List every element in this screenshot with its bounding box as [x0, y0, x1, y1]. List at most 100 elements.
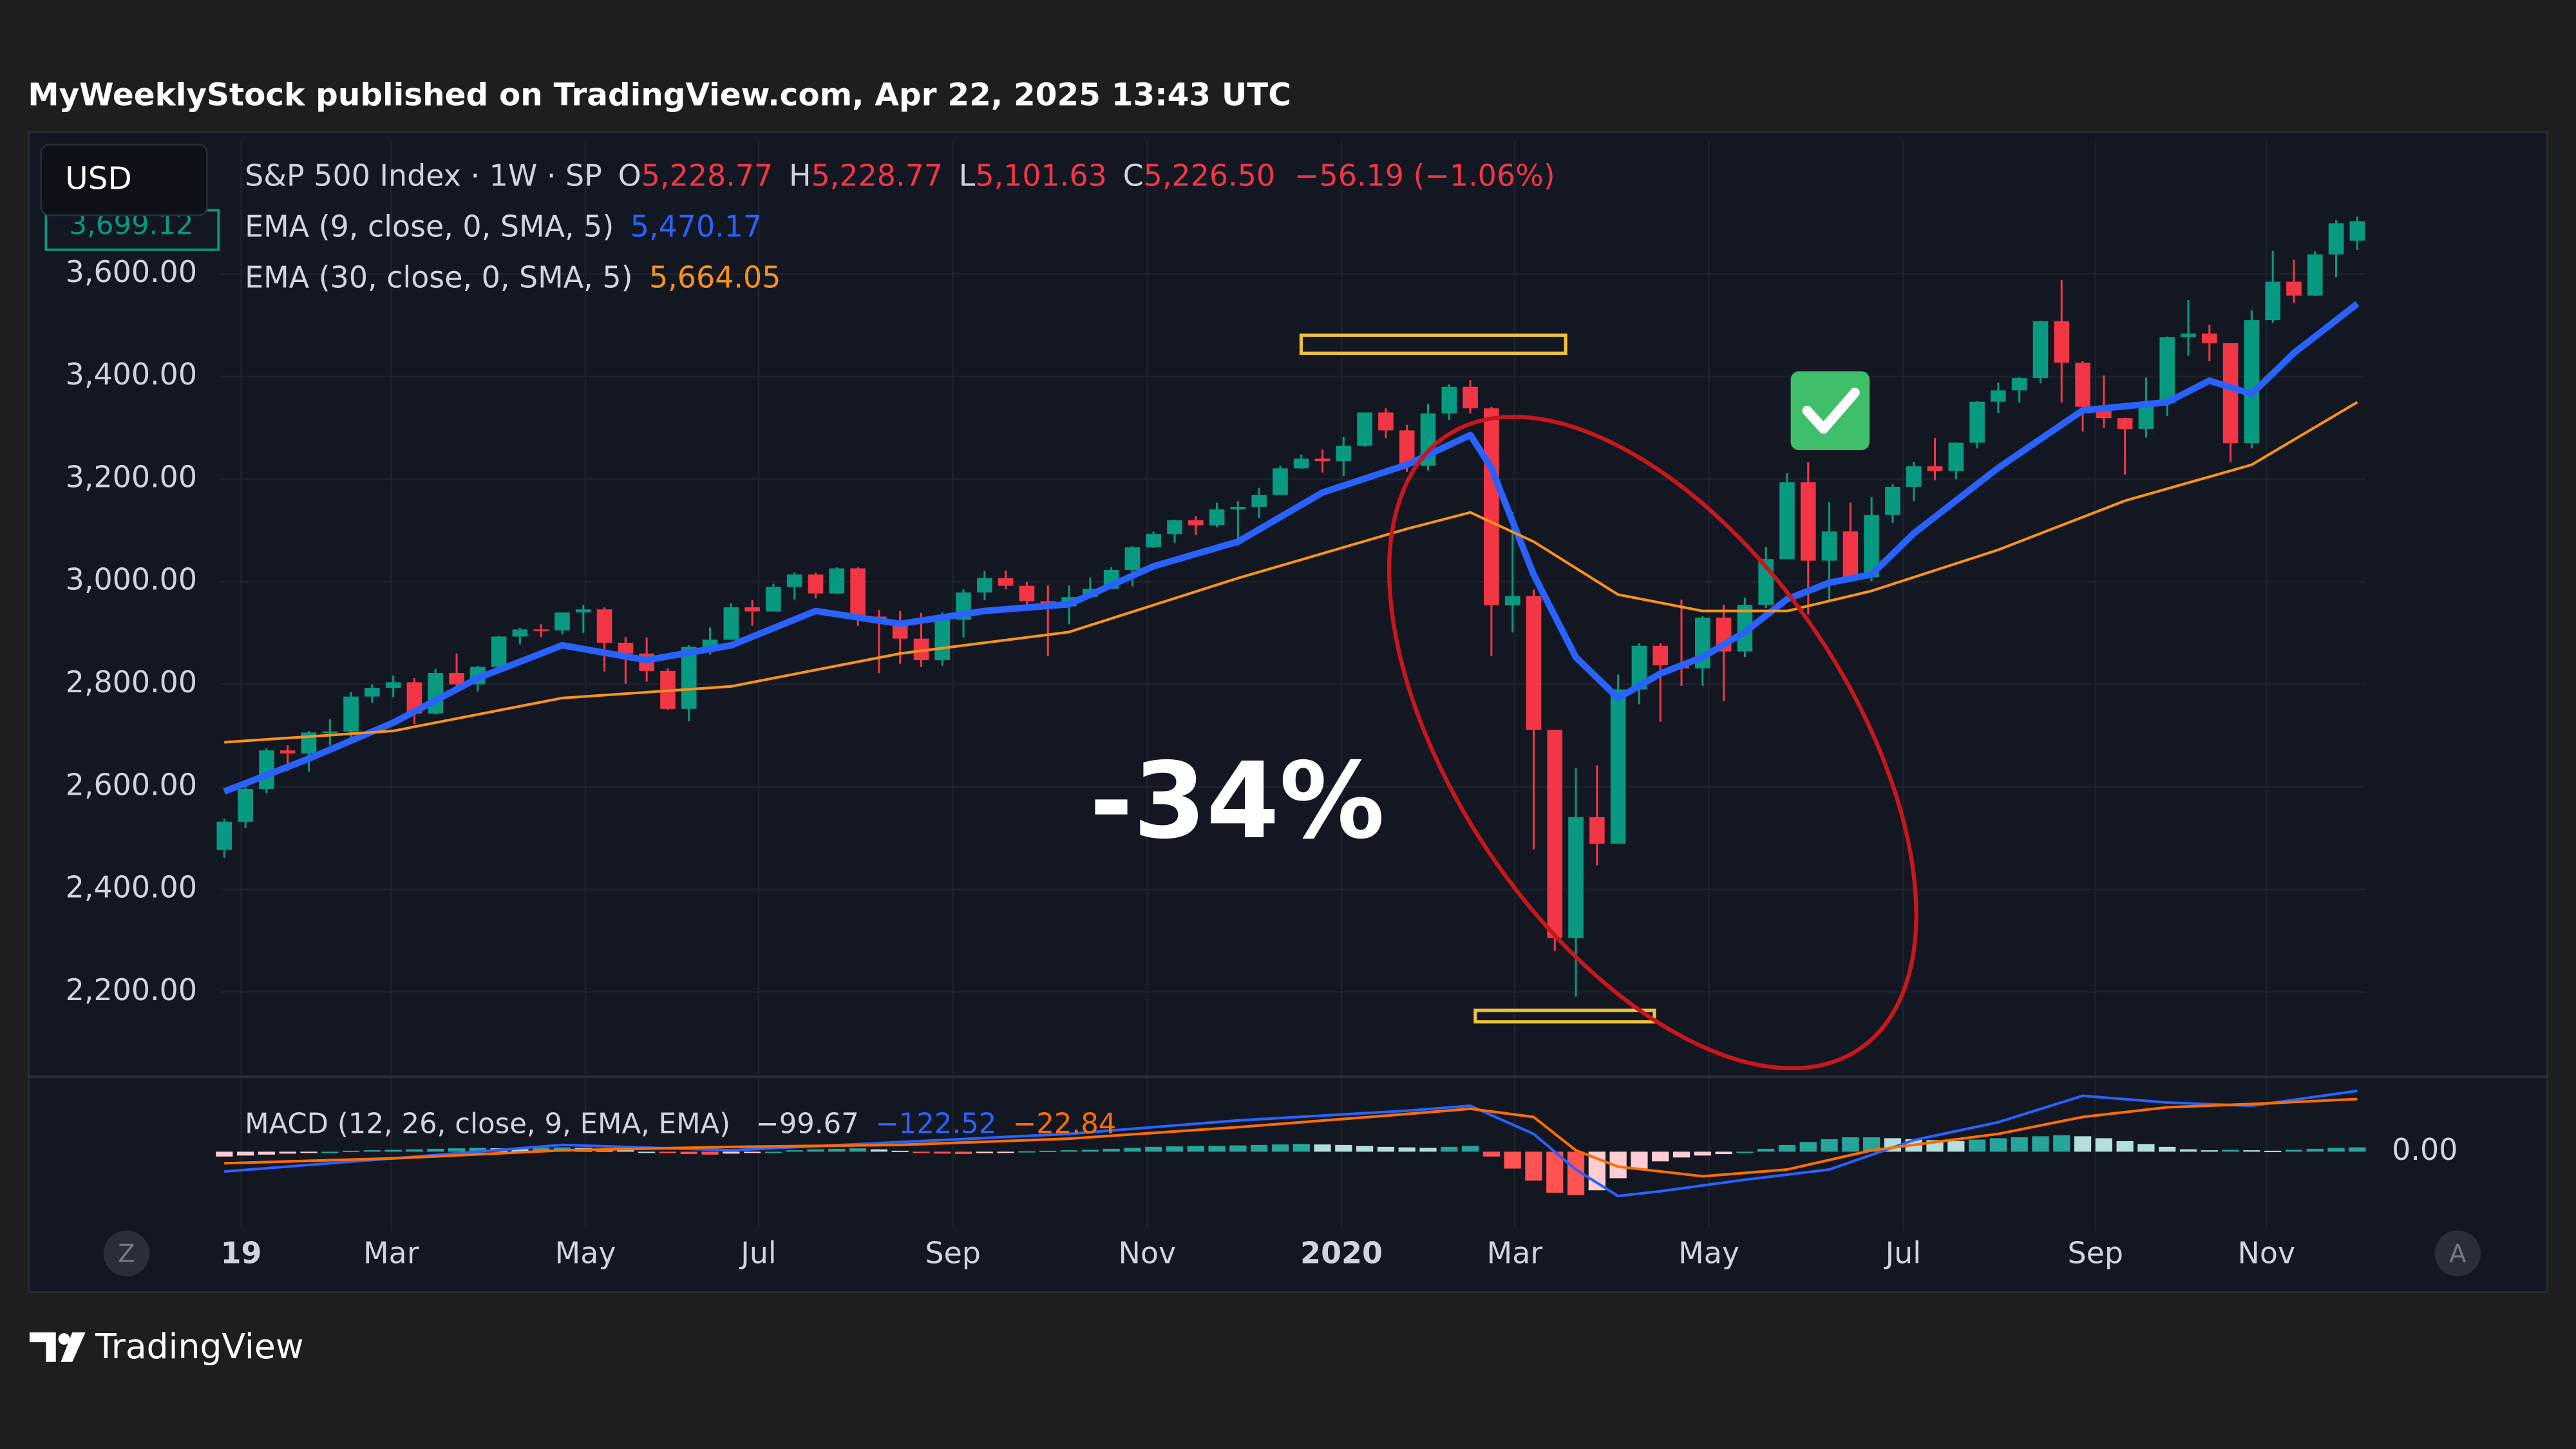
macd-histogram-bar	[2327, 1148, 2345, 1152]
currency-button-box[interactable]	[40, 144, 208, 216]
candle-body	[744, 607, 760, 612]
zoom-button[interactable]	[103, 1230, 150, 1277]
macd-histogram-bar	[1757, 1148, 1775, 1152]
macd-histogram-bar	[891, 1150, 909, 1152]
macd-histogram-bar	[511, 1148, 529, 1152]
candle-body	[1484, 408, 1499, 605]
macd-histogram-bar	[638, 1151, 656, 1153]
logo-part	[29, 1332, 56, 1362]
y-tick-label: 3,000.00	[66, 562, 197, 597]
macd-y-tick-label: 0.00	[2392, 1132, 2458, 1167]
candle-body	[554, 612, 570, 630]
symbol-title: S&P 500 Index · 1W · SP	[245, 158, 602, 193]
candle-body	[1842, 531, 1859, 578]
change-value: −56.19 (−1.06%)	[1294, 158, 1555, 193]
auto-scale-button[interactable]	[2434, 1230, 2481, 1277]
macd-histogram-bar	[1947, 1141, 1965, 1152]
macd-histogram-bar	[2201, 1150, 2218, 1152]
macd-legend: MACD (12, 26, close, 9, EMA, EMA) −99.67…	[245, 1108, 1116, 1140]
candle-body	[1378, 412, 1394, 431]
y-tick-label: 3,200.00	[66, 460, 197, 495]
candle-body	[1230, 507, 1246, 509]
macd-histogram-bar	[2074, 1136, 2092, 1152]
macd-histogram-bar	[1842, 1137, 1859, 1152]
candle-body	[1864, 515, 1879, 578]
candle-body	[2032, 321, 2049, 379]
indicator-name: EMA (9, close, 0, SMA, 5)	[245, 209, 614, 243]
currency-label[interactable]: USD	[65, 161, 132, 197]
macd-histogram-bar	[1821, 1139, 1838, 1152]
candle-body	[449, 673, 464, 685]
candle-body	[596, 609, 612, 643]
macd-pane	[216, 1089, 2366, 1198]
indicator-line	[224, 1097, 2358, 1178]
currency-button[interactable]: USD	[40, 144, 208, 216]
auto-scale-label[interactable]: A	[2449, 1239, 2466, 1268]
candle-body	[343, 696, 359, 732]
macd-histogram-bar	[1461, 1146, 1479, 1152]
open-value: 5,228.77	[641, 158, 773, 193]
macd-histogram-bar	[2222, 1150, 2239, 1152]
candle-body	[1779, 482, 1795, 560]
candle-body	[892, 623, 908, 639]
candle-body	[575, 609, 591, 613]
macd-histogram-bar	[1989, 1138, 2007, 1152]
macd-histogram-bar	[216, 1151, 233, 1157]
x-tick-label: 19	[221, 1235, 262, 1270]
candle-body	[1927, 466, 1943, 471]
candle-body	[1969, 401, 1985, 443]
logo-part	[58, 1333, 70, 1345]
macd-histogram-bar	[279, 1151, 296, 1154]
indicator-name: EMA (30, close, 0, SMA, 5)	[245, 260, 632, 294]
macd-reading: −122.52	[875, 1108, 996, 1140]
auto-button-right[interactable]: A	[2434, 1230, 2481, 1277]
indicator-line	[224, 401, 2358, 744]
macd-name: MACD (12, 26, close, 9, EMA, EMA)	[245, 1108, 730, 1140]
candle-body	[723, 607, 739, 640]
candle-body	[1188, 520, 1204, 526]
x-tick-label: May	[1678, 1235, 1739, 1270]
x-tick-label: Mar	[363, 1235, 419, 1270]
zoom-button-label[interactable]: Z	[118, 1239, 135, 1268]
macd-histogram-bar	[1863, 1137, 1880, 1152]
candle-body	[2054, 321, 2070, 363]
candle-body	[2011, 378, 2027, 391]
x-tick-label: Mar	[1487, 1235, 1543, 1270]
macd-histogram-bar	[870, 1149, 888, 1152]
macd-histogram-bar	[1145, 1146, 1162, 1152]
candle-body	[977, 578, 992, 592]
candle-body	[1526, 596, 1542, 730]
candle-body	[2307, 254, 2323, 296]
macd-histogram-bar	[1293, 1144, 1310, 1152]
macd-histogram-bar	[976, 1151, 993, 1153]
candle-body	[1146, 534, 1161, 547]
low-label: L	[959, 158, 976, 193]
candle-body	[1948, 442, 1964, 471]
x-tick-label: Sep	[925, 1235, 981, 1270]
macd-histogram-bar	[321, 1151, 339, 1153]
macd-histogram-bar	[1039, 1150, 1057, 1152]
candle-body	[2075, 363, 2090, 407]
candle-body	[1124, 547, 1141, 570]
macd-histogram-bar	[1968, 1139, 1986, 1152]
candle-body	[238, 788, 253, 822]
candle-body	[1399, 430, 1415, 466]
auto-button-left[interactable]: Z	[103, 1230, 150, 1277]
y-tick-label: 2,400.00	[66, 870, 197, 905]
candle-body	[2265, 281, 2280, 321]
x-tick-label: Sep	[2067, 1235, 2123, 1270]
x-tick-label: 2020	[1300, 1235, 1383, 1270]
macd-histogram-bar	[2285, 1150, 2303, 1152]
x-tick-label: Nov	[2238, 1235, 2296, 1270]
indicator-legend: EMA (9, close, 0, SMA, 5) 5,470.17 EMA (30…	[245, 209, 781, 294]
candle-body	[322, 731, 338, 734]
close-value: 5,226.50	[1144, 158, 1275, 193]
macd-histogram-bar	[1314, 1144, 1331, 1152]
x-tick-label: Jul	[739, 1235, 776, 1270]
candle-body	[365, 688, 380, 697]
indicator-line	[223, 301, 2360, 795]
candle-body	[1885, 486, 1900, 515]
check-icon	[1790, 371, 1870, 450]
macd-histogram-bar	[2243, 1150, 2260, 1152]
candle-body	[681, 647, 697, 709]
